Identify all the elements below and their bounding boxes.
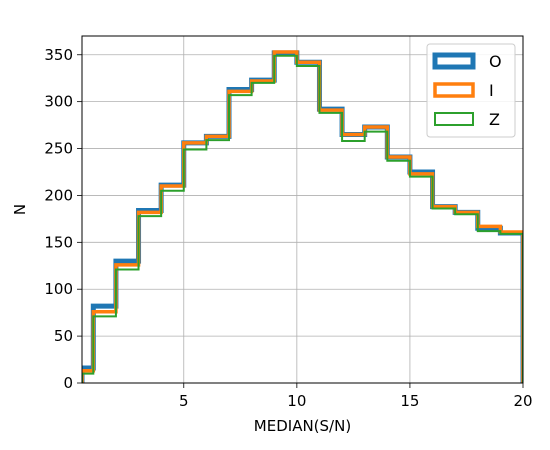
y-tick-label: 350 [44,46,73,64]
legend-label-o: O [489,52,502,71]
series-lines [82,50,523,383]
x-tick-label: 20 [513,392,532,410]
legend-label-z: Z [489,110,500,129]
y-tick-label: 200 [44,186,73,204]
x-tick-label: 5 [179,392,189,410]
x-tick-label: 15 [400,392,419,410]
x-axis-title: MEDIAN(S/N) [254,417,351,435]
y-axis-title: N [11,204,29,215]
y-tick-label: 250 [44,140,73,158]
y-tick-label: 150 [44,233,73,251]
legend-label-i: I [489,81,494,100]
series-z-step-line [82,54,523,383]
y-tick-label: 0 [63,374,73,392]
legend: OIZ [426,43,516,138]
y-tick-label: 300 [44,93,73,111]
x-tick-label: 10 [287,392,306,410]
legend-swatch-z [434,112,474,126]
plot-frame [81,35,524,384]
legend-swatch-i [433,82,475,98]
y-tick-label: 100 [44,280,73,298]
y-tick-label: 50 [54,327,73,345]
legend-swatch-o [432,52,476,70]
